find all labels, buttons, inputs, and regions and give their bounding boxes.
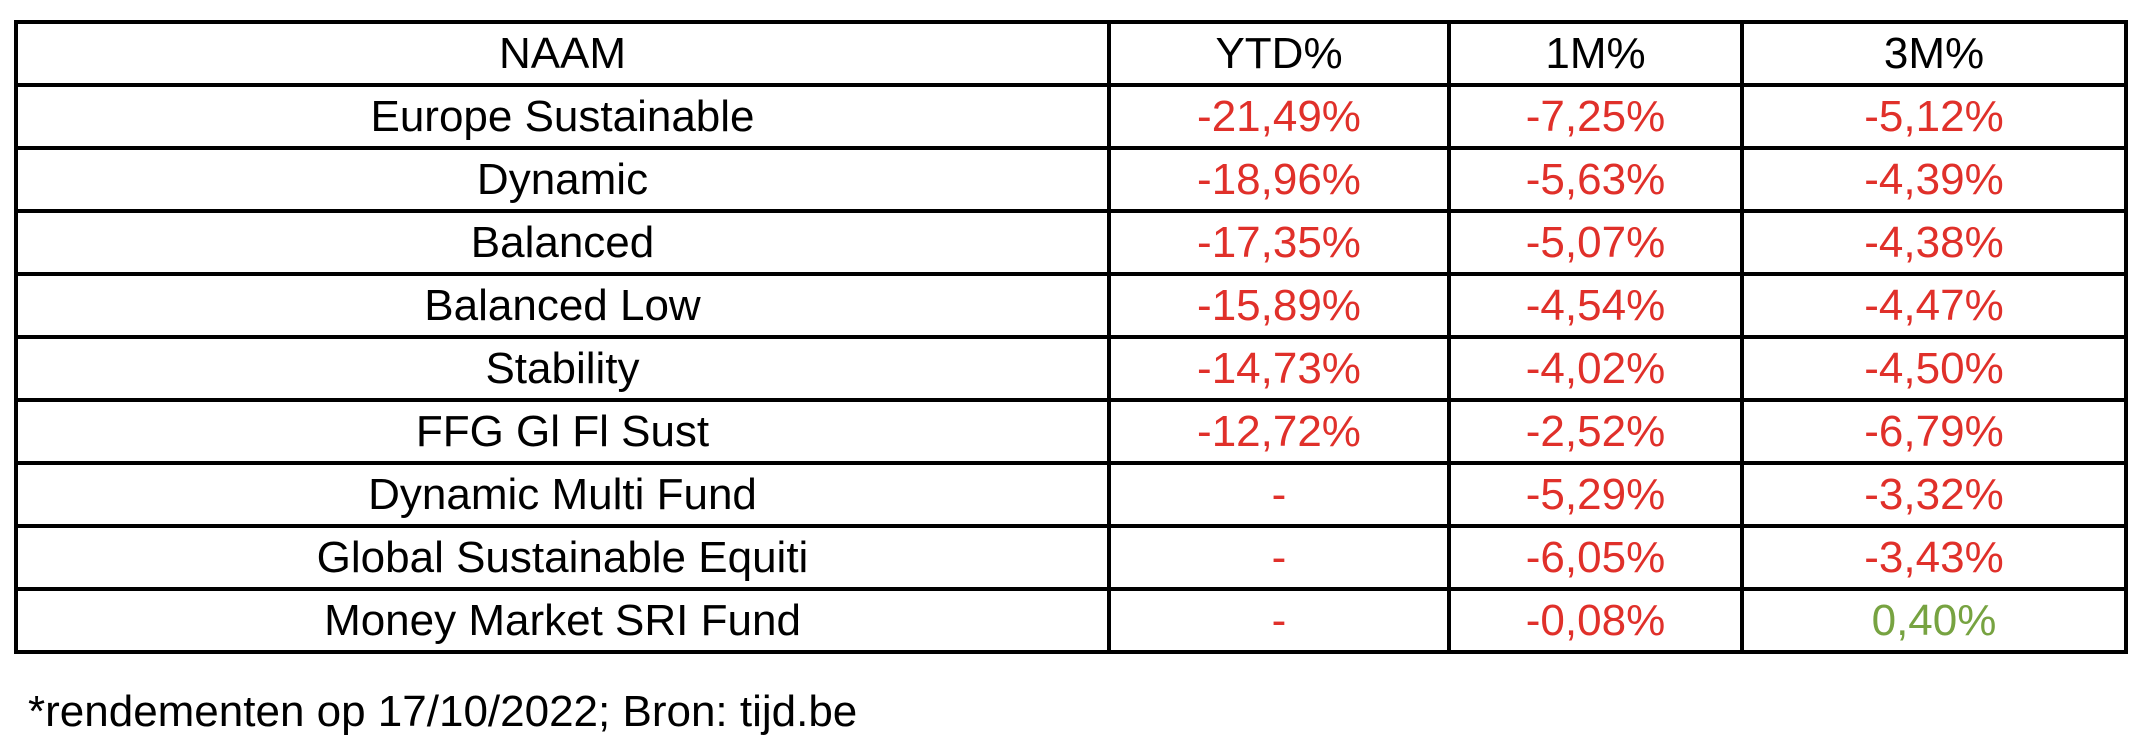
1m-value: -5,63% <box>1447 146 1744 213</box>
table-row: Balanced -17,35% -5,07% -4,38% <box>14 209 2128 276</box>
1m-value: -4,54% <box>1447 272 1744 339</box>
header-3m: 3M% <box>1740 20 2128 87</box>
ytd-value: -21,49% <box>1107 83 1451 150</box>
ytd-value: -17,35% <box>1107 209 1451 276</box>
3m-value: -5,12% <box>1740 83 2128 150</box>
header-row: NAAM YTD% 1M% 3M% <box>14 20 2128 87</box>
fund-name: Global Sustainable Equiti <box>14 524 1111 591</box>
table-row: Dynamic -18,96% -5,63% -4,39% <box>14 146 2128 213</box>
3m-value: -3,43% <box>1740 524 2128 591</box>
fund-name: Europe Sustainable <box>14 83 1111 150</box>
1m-value: -4,02% <box>1447 335 1744 402</box>
table-row: Dynamic Multi Fund - -5,29% -3,32% <box>14 461 2128 528</box>
3m-value: -4,50% <box>1740 335 2128 402</box>
fund-name: Stability <box>14 335 1111 402</box>
fund-name: Money Market SRI Fund <box>14 587 1111 654</box>
fund-name: Dynamic <box>14 146 1111 213</box>
header-naam: NAAM <box>14 20 1111 87</box>
table-row: Global Sustainable Equiti - -6,05% -3,43… <box>14 524 2128 591</box>
table-row: Stability -14,73% -4,02% -4,50% <box>14 335 2128 402</box>
3m-value: -6,79% <box>1740 398 2128 465</box>
ytd-value: -18,96% <box>1107 146 1451 213</box>
ytd-value: - <box>1107 461 1451 528</box>
1m-value: -2,52% <box>1447 398 1744 465</box>
header-1m: 1M% <box>1447 20 1744 87</box>
3m-value: -3,32% <box>1740 461 2128 528</box>
3m-value: -4,39% <box>1740 146 2128 213</box>
3m-value: 0,40% <box>1740 587 2128 654</box>
table-row: Money Market SRI Fund - -0,08% 0,40% <box>14 587 2128 654</box>
table-row: Europe Sustainable -21,49% -7,25% -5,12% <box>14 83 2128 150</box>
1m-value: -6,05% <box>1447 524 1744 591</box>
1m-value: -0,08% <box>1447 587 1744 654</box>
ytd-value: - <box>1107 524 1451 591</box>
3m-value: -4,47% <box>1740 272 2128 339</box>
1m-value: -5,29% <box>1447 461 1744 528</box>
ytd-value: - <box>1107 587 1451 654</box>
ytd-value: -15,89% <box>1107 272 1451 339</box>
1m-value: -7,25% <box>1447 83 1744 150</box>
table-row: Balanced Low -15,89% -4,54% -4,47% <box>14 272 2128 339</box>
source-footnote: *rendementen op 17/10/2022; Bron: tijd.b… <box>28 687 858 736</box>
1m-value: -5,07% <box>1447 209 1744 276</box>
fund-name: Balanced <box>14 209 1111 276</box>
fund-name: Dynamic Multi Fund <box>14 461 1111 528</box>
table-row: FFG Gl Fl Sust -12,72% -2,52% -6,79% <box>14 398 2128 465</box>
header-ytd: YTD% <box>1107 20 1451 87</box>
returns-table: NAAM YTD% 1M% 3M% Europe Sustainable -21… <box>14 20 2128 654</box>
3m-value: -4,38% <box>1740 209 2128 276</box>
fund-name: FFG Gl Fl Sust <box>14 398 1111 465</box>
ytd-value: -14,73% <box>1107 335 1451 402</box>
ytd-value: -12,72% <box>1107 398 1451 465</box>
fund-name: Balanced Low <box>14 272 1111 339</box>
